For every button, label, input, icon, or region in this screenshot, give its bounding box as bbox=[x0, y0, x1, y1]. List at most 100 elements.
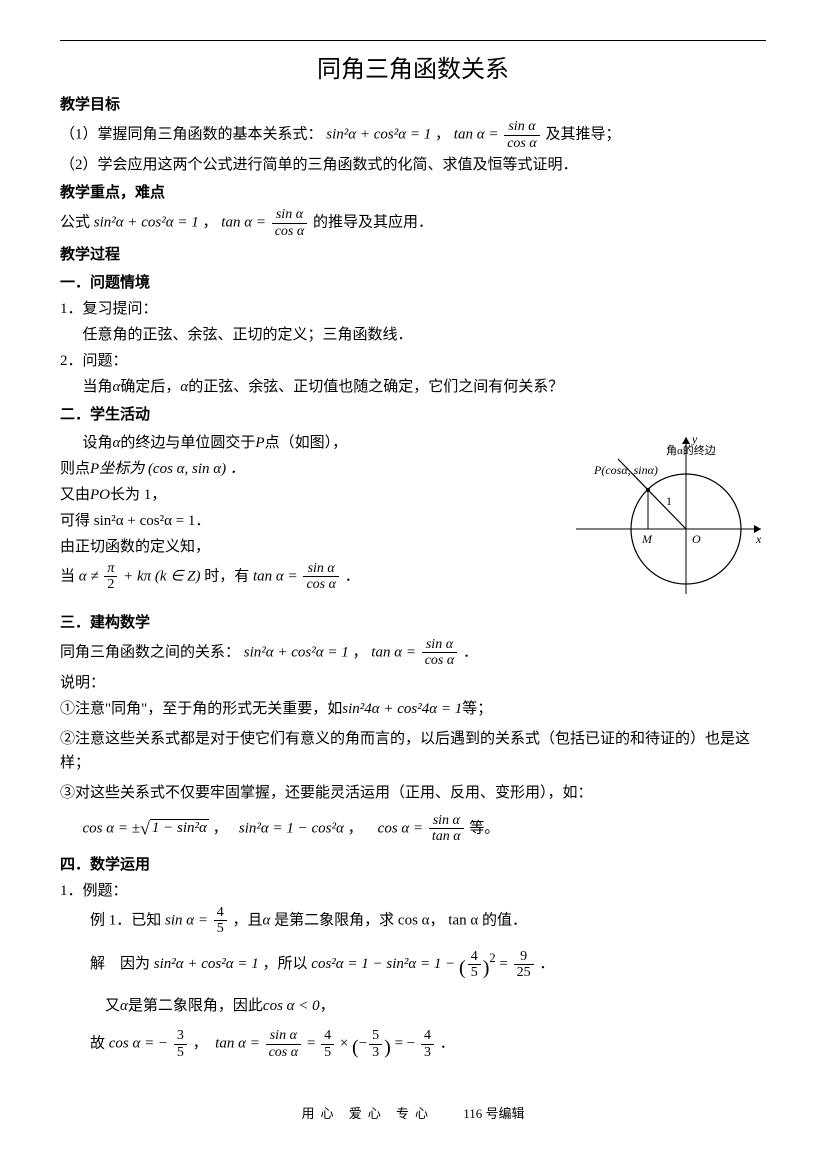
fig-M: M bbox=[641, 532, 653, 546]
pi: π bbox=[104, 561, 117, 577]
den: tan α bbox=[429, 829, 464, 844]
alpha: α bbox=[120, 998, 128, 1014]
P: P bbox=[255, 435, 264, 451]
q2a: 2．问题： bbox=[60, 349, 766, 373]
formula: sin²α + cos²α = 1 bbox=[244, 644, 349, 660]
top-rule bbox=[60, 40, 766, 41]
fig-x: x bbox=[755, 532, 762, 546]
eq: = bbox=[499, 956, 507, 972]
goal-2: （2）学会应用这两个公式进行简单的三角函数式的化简、求值及恒等式证明． bbox=[60, 153, 766, 177]
text: 设角 bbox=[83, 435, 113, 451]
s6: 当 α ≠ π2 + kπ (k ∈ Z) 时，有 tan α = sin αc… bbox=[60, 561, 566, 593]
s3: 又由PO长为 1， bbox=[60, 483, 566, 507]
solution-3: 故 cos α = − 35 ， tan α = sin αcos α = 45… bbox=[60, 1028, 766, 1063]
cos-eq: cos α = − bbox=[109, 1036, 168, 1052]
den: 3 bbox=[421, 1045, 434, 1060]
text: 是第二象限角，求 cos α， tan α 的值． bbox=[274, 912, 527, 928]
page-footer: 用心 爱心 专心 116 号编辑 bbox=[60, 1104, 766, 1125]
c3: ②注意这些关系式都是对于使它们有意义的角而言的，以后遇到的关系式（包括已证的和待… bbox=[60, 727, 766, 775]
den: 25 bbox=[514, 965, 534, 980]
text: ， bbox=[193, 1036, 208, 1052]
text: 的终边与单位圆交于 bbox=[120, 435, 255, 451]
tan-eq: tan α = bbox=[371, 644, 416, 660]
goal-1: （1）掌握同角三角函数的基本关系式： sin²α + cos²α = 1 ， t… bbox=[60, 119, 766, 151]
formula: cos²α = 1 − sin²α = 1 − bbox=[311, 956, 455, 972]
heading-construct: 三．建构数学 bbox=[60, 611, 766, 635]
c2: ①注意"同角"，至于角的形式无关重要，如sin²4α + cos²4α = 1等… bbox=[60, 697, 766, 721]
text: 又 bbox=[105, 998, 120, 1014]
text: （1）掌握同角三角函数的基本关系式： bbox=[60, 127, 323, 143]
num: 3 bbox=[174, 1028, 187, 1044]
text: ， bbox=[320, 998, 335, 1014]
formula: sin²α + cos²α = 1 bbox=[326, 127, 431, 143]
s1: 设角α的终边与单位圆交于P点（如图）， bbox=[60, 431, 566, 455]
sin-eq: sin α = bbox=[165, 912, 208, 928]
example-1: 例 1．已知 sin α = 45 ，且α 是第二象限角，求 cos α， ta… bbox=[60, 905, 766, 937]
heading-diff: 教学重点，难点 bbox=[60, 181, 766, 205]
tan-eq: tan α = bbox=[221, 215, 266, 231]
text: 坐标为 (cos α, sin α) ． bbox=[99, 461, 245, 477]
kpi: + kπ (k ∈ Z) bbox=[123, 568, 200, 584]
s2: 则点P坐标为 (cos α, sin α) ． bbox=[60, 457, 566, 481]
sin2: sin²α = 1 − cos²α bbox=[239, 820, 344, 836]
foot-c: 专心 bbox=[396, 1106, 434, 1121]
fig-one: 1 bbox=[666, 494, 672, 508]
den: 5 bbox=[174, 1045, 187, 1060]
two: 2 bbox=[104, 577, 117, 592]
coslt0: cos α < 0 bbox=[263, 998, 320, 1014]
foot-page: 116 号编辑 bbox=[463, 1106, 524, 1121]
num: sin α bbox=[266, 1028, 302, 1044]
fig-y: y bbox=[691, 432, 698, 446]
formula: sin²4α + cos²4α = 1 bbox=[342, 701, 462, 717]
text: ． bbox=[539, 956, 554, 972]
text: ， bbox=[203, 215, 218, 231]
P: P bbox=[90, 461, 99, 477]
fig-O: O bbox=[692, 532, 701, 546]
shuoming: 说明： bbox=[60, 671, 766, 695]
text: ， bbox=[213, 820, 228, 836]
heading-apply: 四．数学运用 bbox=[60, 853, 766, 877]
text: ． bbox=[345, 568, 360, 584]
q1a: 1．复习提问： bbox=[60, 297, 766, 321]
cos-eq: cos α = ± bbox=[83, 820, 140, 836]
y1: 1．例题： bbox=[60, 879, 766, 903]
formula: sin²α + cos²α = 1 bbox=[154, 956, 259, 972]
text: 是第二象限角，因此 bbox=[128, 998, 263, 1014]
foot-a: 用心 bbox=[301, 1106, 339, 1121]
num: sin α bbox=[272, 207, 308, 223]
text: ， bbox=[435, 127, 450, 143]
text: 等。 bbox=[469, 820, 499, 836]
q2b: 当角α确定后，α的正弦、余弦、正切值也随之确定，它们之间有何关系？ bbox=[60, 375, 766, 399]
num: 4 bbox=[421, 1028, 434, 1044]
text: 解 因为 bbox=[90, 956, 150, 972]
den: cos α bbox=[266, 1045, 302, 1060]
text: 的正弦、余弦、正切值也随之确定，它们之间有何关系？ bbox=[188, 379, 563, 395]
eq: = bbox=[307, 1036, 315, 1052]
text: 同角三角函数之间的关系： bbox=[60, 644, 240, 660]
text: ①注意"同角"，至于角的形式无关重要，如 bbox=[60, 701, 342, 717]
tan-eq: tan α = bbox=[215, 1036, 260, 1052]
foot-b: 爱心 bbox=[349, 1106, 387, 1121]
text: 长为 1， bbox=[110, 487, 166, 503]
den: 5 bbox=[214, 921, 227, 936]
text: 公式 bbox=[60, 215, 90, 231]
num: sin α bbox=[429, 813, 464, 829]
page-title: 同角三角函数关系 bbox=[60, 51, 766, 89]
text: 确定后， bbox=[120, 379, 180, 395]
tan-eq: tan α = bbox=[253, 568, 298, 584]
text: ，且 bbox=[233, 912, 263, 928]
text: ，所以 bbox=[263, 956, 308, 972]
num: sin α bbox=[303, 561, 339, 577]
solution-1: 解 因为 sin²α + cos²α = 1 ，所以 cos²α = 1 − s… bbox=[60, 948, 766, 984]
fig-P-label: P(cosα, sinα) bbox=[593, 463, 658, 477]
c4: ③对这些关系式不仅要牢固掌握，还要能灵活运用（正用、反用、变形用），如： bbox=[60, 781, 766, 805]
s5: 由正切函数的定义知， bbox=[60, 535, 566, 559]
num: 4 bbox=[214, 905, 227, 921]
den: cos α bbox=[504, 136, 540, 151]
text: 点（如图）， bbox=[265, 435, 348, 451]
heading-process: 教学过程 bbox=[60, 243, 766, 267]
heading-student: 二．学生活动 bbox=[60, 403, 766, 427]
PO: PO bbox=[90, 487, 110, 503]
text: 时，有 bbox=[204, 568, 249, 584]
heading-q: 一．问题情境 bbox=[60, 271, 766, 295]
